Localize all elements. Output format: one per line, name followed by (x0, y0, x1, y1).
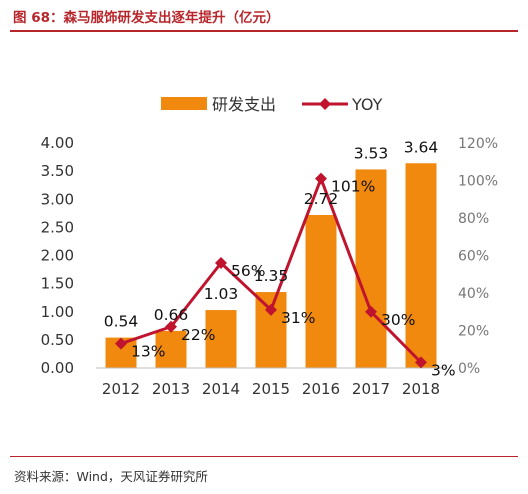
x-tick-label: 2016 (302, 380, 340, 398)
figure-title: 图 68：森马服饰研发支出逐年提升（亿元） (13, 10, 280, 26)
bar (305, 215, 337, 368)
y-left-tick-label: 0.50 (41, 331, 74, 349)
bar-value-label: 2.72 (304, 190, 339, 208)
yoy-point (115, 337, 127, 350)
y-left-tick-label: 2.00 (41, 247, 74, 265)
yoy-point (165, 320, 177, 333)
title-rule (10, 30, 518, 32)
bar (155, 330, 187, 368)
y-right-tick-label: 0% (458, 361, 480, 377)
x-tick-label: 2014 (202, 380, 240, 398)
y-left-tick-label: 0.00 (41, 359, 74, 377)
y-right-tick-label: 60% (458, 249, 489, 265)
yoy-point (365, 305, 377, 318)
yoy-value-label: 56% (231, 262, 265, 280)
bar (255, 292, 287, 368)
bar (205, 310, 237, 368)
bar-value-label: 1.35 (254, 267, 289, 285)
bar (355, 169, 387, 368)
yoy-value-label: 31% (281, 309, 315, 327)
legend-line-label: YOY (351, 95, 383, 114)
yoy-point (215, 257, 227, 269)
yoy-value-label: 3% (431, 361, 456, 379)
y-left-tick-label: 1.00 (41, 303, 74, 321)
bar-value-label: 1.03 (204, 285, 239, 303)
x-tick-label: 2013 (152, 380, 190, 398)
y-right-tick-label: 40% (458, 286, 489, 302)
x-tick-label: 2017 (352, 380, 390, 398)
source-note: 资料来源：Wind，天风证券研究所 (14, 469, 208, 484)
yoy-point (315, 172, 327, 185)
legend-bar-swatch (161, 97, 207, 110)
x-tick-label: 2015 (252, 380, 290, 398)
bar-value-label: 3.53 (354, 144, 389, 162)
y-right-tick-label: 100% (458, 174, 498, 190)
bar-value-label: 3.64 (404, 138, 439, 156)
y-right-tick-label: 120% (458, 136, 498, 152)
legend-bar-label: 研发支出 (212, 95, 276, 114)
bar-value-label: 0.66 (154, 306, 189, 324)
y-left-tick-label: 4.00 (41, 134, 74, 152)
legend-line-marker (319, 98, 331, 110)
y-left-tick-label: 3.50 (41, 162, 74, 180)
yoy-value-label: 101% (331, 178, 375, 196)
source-rule (10, 456, 518, 457)
yoy-value-label: 30% (381, 311, 415, 329)
x-tick-label: 2012 (102, 380, 140, 398)
yoy-value-label: 22% (181, 326, 215, 344)
y-right-tick-label: 80% (458, 211, 489, 227)
bar (405, 163, 437, 368)
y-left-tick-label: 1.50 (41, 275, 74, 293)
y-left-tick-label: 3.00 (41, 190, 74, 208)
y-left-tick-label: 2.50 (41, 218, 74, 236)
yoy-point (415, 356, 427, 369)
yoy-value-label: 13% (131, 343, 165, 361)
y-right-tick-label: 20% (458, 324, 489, 340)
x-tick-label: 2018 (402, 380, 440, 398)
bar-value-label: 0.54 (104, 313, 139, 331)
yoy-point (265, 303, 277, 316)
